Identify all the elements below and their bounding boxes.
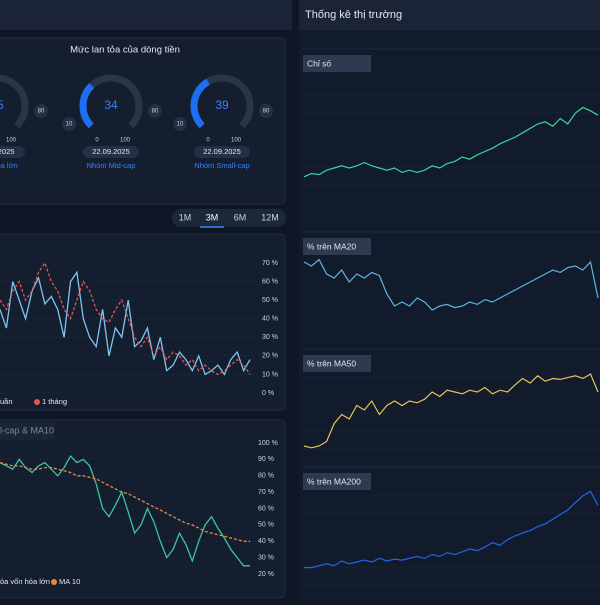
gauge-high: 80: [263, 109, 270, 115]
period-button[interactable]: 3M: [206, 212, 219, 222]
y-tick-label: 30 %: [258, 554, 274, 561]
y-tick-label: 50 %: [262, 297, 278, 304]
button-group: [172, 209, 286, 227]
panel-title-box: [303, 355, 371, 372]
panel-title: Chỉ số: [307, 58, 331, 68]
gauge-label: Nhóm Small-cap: [194, 161, 249, 170]
series-line: [0, 455, 250, 567]
marker-dot: [173, 117, 187, 131]
market-panel: [299, 30, 600, 600]
legend-dot: [34, 399, 40, 405]
y-tick-label: 90 %: [258, 456, 274, 463]
series-line: [0, 270, 251, 376]
y-tick-label: 100 %: [258, 440, 278, 447]
gauge-low: 10: [66, 122, 73, 128]
y-tick-label: 0 %: [262, 390, 274, 397]
legend-label: 1 tháng: [42, 397, 67, 406]
legend-label: uần: [0, 397, 13, 406]
gauge-label: Nhóm Mid-cap: [87, 161, 136, 170]
panel-title-box: [303, 473, 371, 490]
y-tick-label: 40 %: [262, 316, 278, 323]
gauge-label: hóa lớn: [0, 161, 18, 170]
gauge-max: 100: [120, 138, 131, 144]
y-tick-label: 70 %: [262, 260, 278, 267]
legend-dot: [51, 579, 57, 585]
panel-title-box: [303, 238, 371, 255]
y-tick-label: 60 %: [258, 505, 274, 512]
y-tick-label: 10 %: [262, 371, 278, 378]
gauge-date: 9.2025: [0, 147, 14, 156]
y-tick-label: 30 %: [262, 334, 278, 341]
date-pill: [83, 146, 139, 158]
right-header: [299, 0, 600, 30]
gauge-date: 22.09.2025: [92, 147, 130, 156]
y-tick-label: 70 %: [258, 489, 274, 496]
gauge-high: 80: [38, 109, 45, 115]
gauge-date: 22.09.2025: [203, 147, 241, 156]
period-button[interactable]: 12M: [261, 212, 279, 222]
gauge-max: 100: [6, 138, 17, 144]
gauge-min: 0: [206, 138, 210, 144]
gauge-low: 10: [177, 122, 184, 128]
period-button[interactable]: 1M: [179, 212, 192, 222]
date-pill: [194, 146, 250, 158]
gauge-min: 0: [95, 138, 99, 144]
legend-label: MA 10: [59, 577, 80, 586]
y-tick-label: 50 %: [258, 522, 274, 529]
date-pill: [0, 146, 25, 158]
y-tick-label: 40 %: [258, 538, 274, 545]
gauge-arc: [190, 78, 211, 129]
marker-dot: [148, 104, 162, 118]
legend-label: óa vốn hóa lớn: [0, 577, 50, 586]
panel-title-box: [303, 55, 371, 72]
series-line: [303, 258, 599, 311]
flow-title: Mức lan tỏa của dòng tiền: [70, 45, 180, 56]
gauge-arc: [79, 83, 95, 129]
series-line: [303, 373, 599, 449]
panel-title: % trên MA200: [307, 476, 361, 486]
gauge-value: 39: [215, 98, 229, 112]
tab[interactable]: [0, 422, 55, 440]
gauge-max: 100: [231, 138, 242, 144]
ma-card: [0, 419, 286, 599]
right-title: Thống kê thị trường: [305, 9, 402, 21]
y-tick-label: 20 %: [262, 353, 278, 360]
series-line: [0, 261, 251, 376]
tab-label[interactable]: l-cap & MA10: [0, 425, 54, 435]
gauge-track: [0, 74, 29, 129]
y-tick-label: 80 %: [258, 473, 274, 480]
panel-title: % trên MA20: [307, 241, 356, 251]
breadth-card: [0, 233, 286, 411]
gauge-value: 34: [104, 98, 118, 112]
period-button[interactable]: 6M: [234, 212, 247, 222]
marker-dot: [62, 117, 76, 131]
series-line: [303, 106, 599, 178]
y-tick-label: 60 %: [262, 278, 278, 285]
gauge-value: 25: [0, 98, 4, 112]
y-tick-label: 20 %: [258, 571, 274, 578]
marker-dot: [34, 104, 48, 118]
panel-title: % trên MA50: [307, 358, 356, 368]
series-line: [304, 490, 599, 569]
left-header: [0, 0, 292, 30]
series-line: [0, 461, 250, 542]
gauge-high: 80: [152, 109, 159, 115]
marker-dot: [259, 104, 273, 118]
